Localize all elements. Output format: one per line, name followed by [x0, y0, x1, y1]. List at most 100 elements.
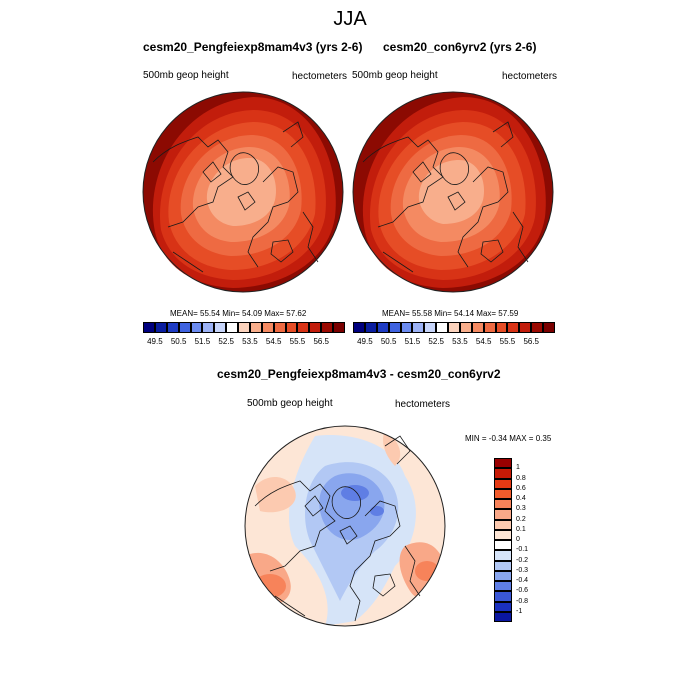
- colorbar-swatch: [273, 322, 286, 333]
- panel-1-title: cesm20_Pengfeiexp8mam4v3 (yrs 2-6): [143, 40, 363, 54]
- diff-negative-core: [370, 506, 384, 516]
- colorbar-swatch: [519, 322, 532, 333]
- difference-units-label: hectometers: [395, 399, 451, 410]
- main-title: JJA: [333, 8, 367, 30]
- colorbar-swatch: [494, 570, 512, 581]
- diff-negative-region: [319, 473, 385, 541]
- colorbar-swatch: [507, 322, 520, 333]
- colorbar-swatch: [494, 591, 512, 602]
- colorbar-swatch: [483, 322, 496, 333]
- colorbar-tick-label: 54.5: [475, 337, 492, 346]
- colorbar-tick-label: 56.5: [313, 337, 330, 346]
- panel-2-colorbar: [353, 322, 555, 333]
- colorbar-swatch: [143, 322, 155, 333]
- colorbar-swatch: [494, 601, 512, 612]
- colorbar-swatch: [494, 488, 512, 499]
- map-border: [244, 425, 446, 627]
- difference-variable-label: 500mb geop height: [247, 398, 333, 409]
- panel-2-variable-label: 500mb geop height: [352, 70, 438, 81]
- colorbar-swatch: [494, 550, 512, 561]
- difference-colorbar: [494, 458, 512, 622]
- colorbar-swatch: [333, 322, 345, 333]
- colorbar-tick-label: 0.1: [516, 525, 526, 533]
- colorbar-tick-label: 56.5: [523, 337, 540, 346]
- panel-2-stats: MEAN= 55.58 Min= 54.14 Max= 57.59: [382, 309, 519, 318]
- difference-minmax: MIN = -0.34 MAX = 0.35: [465, 434, 552, 443]
- colorbar-swatch: [494, 529, 512, 540]
- colorbar-swatch: [543, 322, 555, 333]
- colorbar-tick-label: 0.4: [516, 495, 526, 502]
- contour-band: [418, 160, 484, 224]
- panel-1-colorbar-labels: 49.5 50.5 51.5 52.5 53.5 54.5 55.5 56.5: [143, 337, 345, 347]
- colorbar-tick-label: 50.5: [380, 337, 397, 346]
- colorbar-swatch: [494, 468, 512, 479]
- colorbar-swatch: [494, 509, 512, 520]
- colorbar-swatch: [494, 611, 512, 622]
- panel-2-colorbar-labels: 49.5 50.5 51.5 52.5 53.5 54.5 55.5 56.5: [353, 337, 555, 347]
- difference-colorbar-labels: 1 0.8 0.6 0.4 0.3 0.2 0.1 0 -0.1 -0.2 -0.3 -0.4 -0.6…: [516, 458, 556, 622]
- colorbar-swatch: [226, 322, 239, 333]
- colorbar-tick-label: 50.5: [170, 337, 187, 346]
- colorbar-swatch: [494, 540, 512, 551]
- colorbar-swatch: [471, 322, 484, 333]
- colorbar-swatch: [190, 322, 203, 333]
- colorbar-tick-label: 49.5: [357, 337, 373, 346]
- colorbar-swatch: [459, 322, 472, 333]
- colorbar-tick-label: -0.6: [516, 587, 529, 595]
- colorbar-tick-label: 0: [516, 536, 520, 543]
- colorbar-swatch: [364, 322, 377, 333]
- colorbar-tick-label: -0.4: [516, 577, 529, 584]
- colorbar-swatch: [376, 322, 389, 333]
- difference-polar-map: [244, 425, 446, 627]
- colorbar-swatch: [321, 322, 334, 333]
- colorbar-swatch: [424, 322, 437, 333]
- colorbar-swatch: [448, 322, 460, 333]
- panel-2-polar-map: [352, 91, 554, 293]
- colorbar-swatch: [214, 322, 227, 333]
- difference-title: cesm20_Pengfeiexp8mam4v3 - cesm20_con6yr…: [217, 367, 501, 381]
- colorbar-swatch: [285, 322, 298, 333]
- colorbar-tick-label: 0.6: [516, 484, 526, 492]
- panel-1-colorbar: [143, 322, 345, 333]
- colorbar-swatch: [249, 322, 262, 333]
- colorbar-swatch: [388, 322, 401, 333]
- panel-1-stats: MEAN= 55.54 Min= 54.09 Max= 57.62: [170, 309, 307, 318]
- colorbar-swatch: [531, 322, 544, 333]
- panel-1-variable-label: 500mb geop height: [143, 70, 229, 81]
- colorbar-swatch: [154, 322, 167, 333]
- colorbar-tick-label: 51.5: [194, 337, 211, 346]
- colorbar-swatch: [202, 322, 215, 333]
- colorbar-tick-label: 52.5: [428, 337, 444, 346]
- colorbar-swatch: [494, 581, 512, 592]
- colorbar-swatch: [238, 322, 250, 333]
- diff-negative-core: [341, 485, 369, 501]
- colorbar-swatch: [494, 499, 512, 510]
- colorbar-tick-label: 53.5: [452, 337, 468, 346]
- panel-1-units-label: hectometers: [292, 71, 348, 82]
- colorbar-swatch: [309, 322, 322, 333]
- colorbar-tick-label: 0.3: [516, 505, 526, 513]
- colorbar-swatch: [297, 322, 310, 333]
- colorbar-swatch: [494, 458, 512, 469]
- colorbar-swatch: [353, 322, 365, 333]
- colorbar-tick-label: 0.8: [516, 474, 526, 482]
- colorbar-tick-label: -0.3: [516, 566, 529, 574]
- colorbar-tick-label: 51.5: [404, 337, 421, 346]
- colorbar-swatch: [436, 322, 449, 333]
- colorbar-tick-label: 49.5: [147, 337, 163, 346]
- panel-2-units-label: hectometers: [502, 71, 558, 82]
- diff-positive-core: [415, 561, 439, 581]
- colorbar-tick-label: 55.5: [499, 337, 516, 346]
- colorbar-tick-label: -0.1: [516, 546, 529, 554]
- colorbar-tick-label: -0.8: [516, 597, 529, 605]
- panel-1-polar-map: [142, 91, 344, 293]
- coastlines: [254, 435, 421, 622]
- map-border: [142, 91, 344, 293]
- colorbar-swatch: [495, 322, 508, 333]
- colorbar-swatch: [494, 519, 512, 530]
- colorbar-tick-label: 1: [516, 464, 520, 472]
- colorbar-tick-label: 52.5: [218, 337, 234, 346]
- contour-band: [206, 158, 276, 226]
- colorbar-swatch: [166, 322, 179, 333]
- colorbar-tick-label: 53.5: [242, 337, 258, 346]
